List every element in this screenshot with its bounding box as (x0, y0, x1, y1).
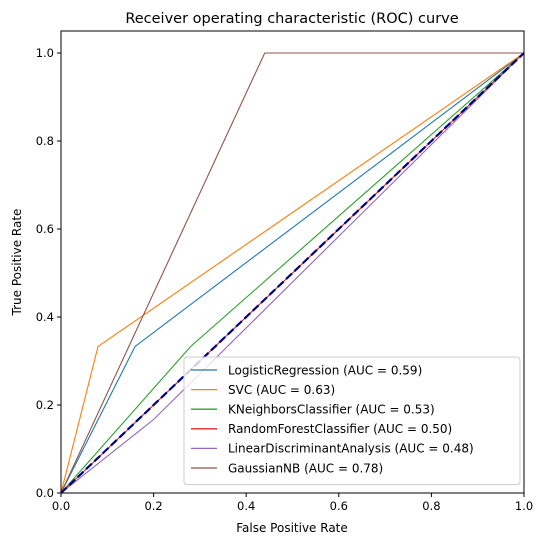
legend-label: RandomForestClassifier (AUC = 0.50) (228, 422, 452, 436)
x-axis-ticks: 0.0 0.2 0.4 0.6 0.8 1.0 (52, 493, 533, 513)
x-tick-label: 0.0 (52, 499, 70, 513)
y-tick-label: 0.2 (36, 398, 54, 412)
series-line (61, 52, 524, 493)
series-line (61, 52, 524, 493)
y-tick-label: 1.0 (36, 46, 54, 60)
y-axis-label: True Positive Rate (10, 209, 24, 317)
y-tick-label: 0.8 (36, 134, 54, 148)
chart-title: Receiver operating characteristic (ROC) … (125, 11, 458, 27)
legend-label: KNeighborsClassifier (AUC = 0.53) (228, 403, 435, 417)
x-tick-label: 0.2 (144, 499, 162, 513)
legend-box (183, 356, 521, 486)
y-tick-label: 0.4 (36, 310, 54, 324)
legend-label: LogisticRegression (AUC = 0.59) (228, 363, 422, 377)
x-tick-label: 1.0 (515, 499, 533, 513)
legend-label: LinearDiscriminantAnalysis (AUC = 0.48) (228, 442, 474, 456)
y-axis-ticks: 0.0 0.2 0.4 0.6 0.8 1.0 (36, 46, 61, 500)
legend-label: GaussianNB (AUC = 0.78) (228, 461, 383, 475)
x-tick-label: 0.6 (330, 499, 348, 513)
y-tick-label: 0.0 (36, 486, 54, 500)
series-line (61, 52, 524, 493)
legend-label: SVC (AUC = 0.63) (228, 383, 335, 397)
series-line (61, 52, 524, 493)
x-tick-label: 0.4 (237, 499, 255, 513)
x-tick-label: 0.8 (422, 499, 440, 513)
series-line (61, 52, 524, 493)
series-layer (61, 52, 524, 493)
legend: LogisticRegression (AUC = 0.59) SVC (AUC … (183, 356, 521, 486)
y-tick-label: 0.6 (36, 222, 54, 236)
plot-frame (60, 30, 525, 494)
x-axis-label: False Positive Rate (236, 521, 348, 535)
reference-diagonal-line (61, 52, 524, 493)
